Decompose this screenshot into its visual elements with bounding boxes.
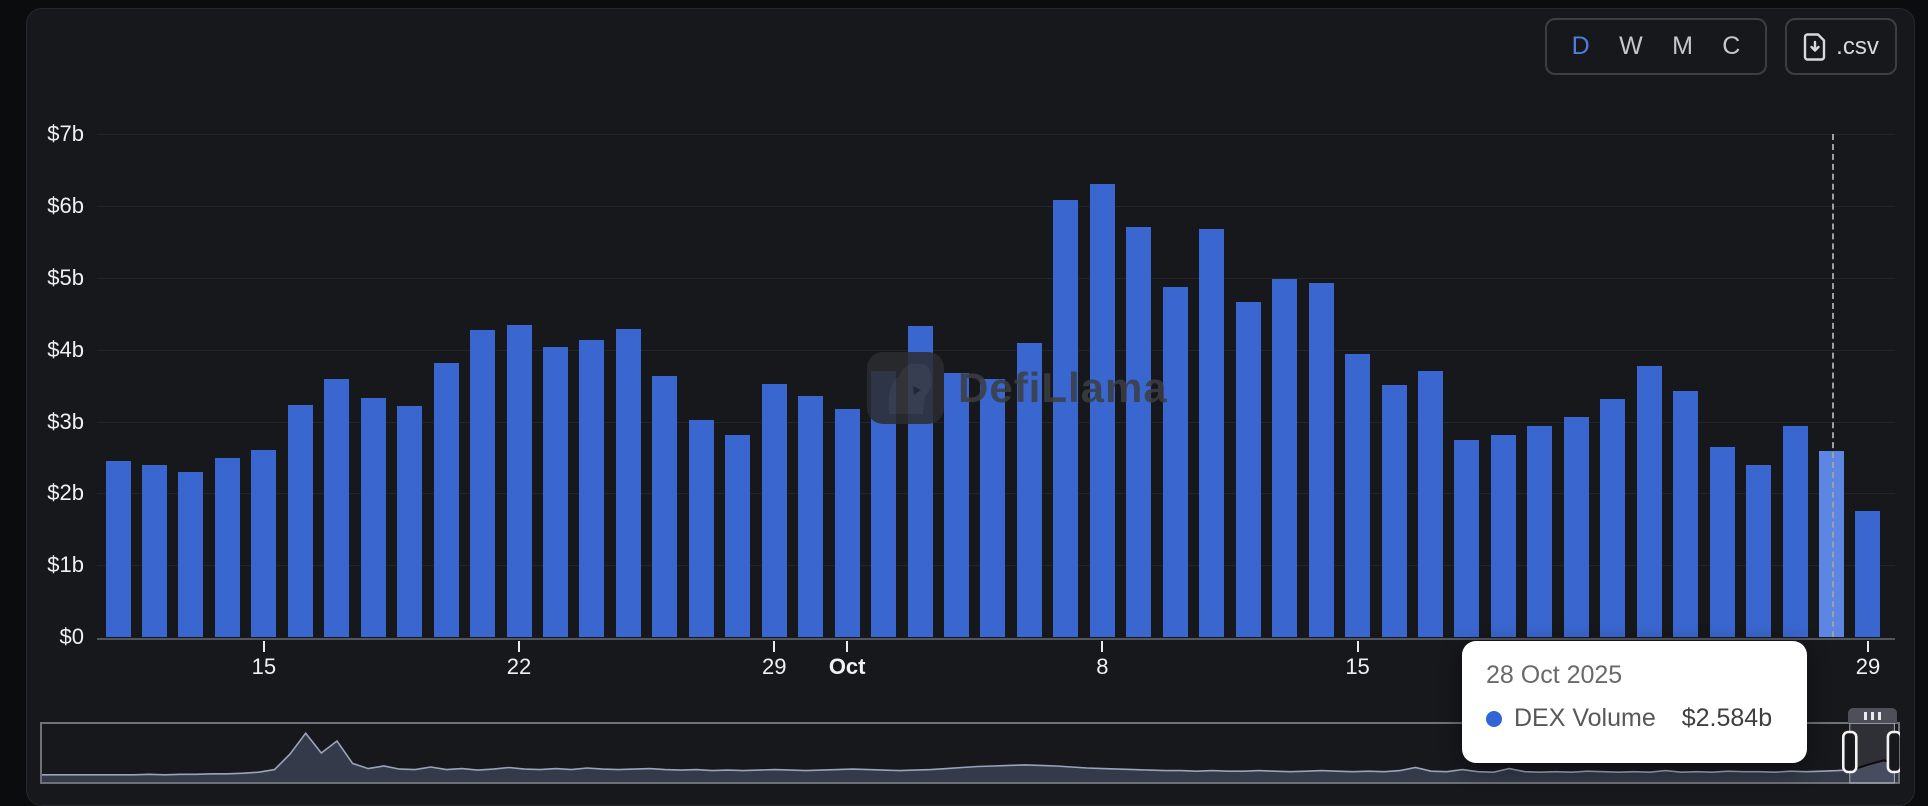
x-axis-label: 15 <box>251 654 277 679</box>
timeframe-button-w[interactable]: W <box>1611 34 1651 59</box>
y-axis-label: $7b <box>47 121 84 147</box>
y-axis-label: $3b <box>47 408 84 434</box>
csv-file-icon <box>1803 32 1827 61</box>
y-axis-label: $2b <box>47 480 84 506</box>
bar-18-oct-2025[interactable] <box>1454 439 1480 637</box>
x-axis-tick <box>1356 641 1359 652</box>
bar-13-sep-2025[interactable] <box>178 471 204 637</box>
chart-tooltip: 28 Oct 2025 DEX Volume $2.584b <box>1462 641 1807 763</box>
bar-11-sep-2025[interactable] <box>105 461 131 637</box>
gridline <box>97 206 1895 208</box>
bar-21-sep-2025[interactable] <box>470 330 496 637</box>
bar-30-sep-2025[interactable] <box>798 395 824 637</box>
x-axis-label: 8 <box>1096 654 1109 679</box>
y-axis-label: $5b <box>47 265 84 290</box>
brush-selection-grip[interactable] <box>1848 708 1897 723</box>
x-axis-label: 15 <box>1345 654 1370 679</box>
x-axis-tick <box>1866 641 1869 652</box>
x-axis-label: 29 <box>1855 654 1881 679</box>
tooltip-series-value: $2.584b <box>1681 704 1773 732</box>
bar-4-oct-2025[interactable] <box>944 372 970 637</box>
bar-12-oct-2025[interactable] <box>1235 302 1261 637</box>
bar-29-sep-2025[interactable] <box>761 384 787 637</box>
bar-24-sep-2025[interactable] <box>579 339 605 637</box>
timeframe-button-c[interactable]: C <box>1714 34 1748 59</box>
bar-16-sep-2025[interactable] <box>287 405 313 637</box>
tooltip-date: 28 Oct 2025 <box>1486 661 1623 689</box>
bar-25-sep-2025[interactable] <box>615 328 641 637</box>
bar-17-oct-2025[interactable] <box>1417 371 1443 637</box>
timeframe-button-m[interactable]: M <box>1664 34 1701 59</box>
csv-download-button[interactable]: .csv <box>1785 18 1897 75</box>
bar-19-sep-2025[interactable] <box>397 405 423 637</box>
csv-button-label: .csv <box>1836 32 1879 60</box>
tooltip-series-label: DEX Volume <box>1514 704 1656 732</box>
bar-14-oct-2025[interactable] <box>1308 283 1334 637</box>
x-axis-label: 29 <box>761 654 787 679</box>
bar-23-sep-2025[interactable] <box>542 346 568 637</box>
bar-20-sep-2025[interactable] <box>433 363 459 637</box>
bar-15-sep-2025[interactable] <box>251 449 277 637</box>
bar-26-sep-2025[interactable] <box>652 375 678 637</box>
bar-22-sep-2025[interactable] <box>506 325 532 637</box>
x-axis-tick <box>1101 641 1104 652</box>
bar-8-oct-2025[interactable] <box>1089 183 1115 637</box>
minimap-brush[interactable] <box>40 722 1900 784</box>
bar-9-oct-2025[interactable] <box>1126 227 1152 637</box>
minimap-line <box>40 731 1900 776</box>
x-axis-label: Oct <box>828 654 866 679</box>
bar-28-sep-2025[interactable] <box>725 435 751 637</box>
bar-25-oct-2025[interactable] <box>1709 447 1735 637</box>
bar-1-oct-2025[interactable] <box>834 409 860 637</box>
bar-20-oct-2025[interactable] <box>1527 425 1553 637</box>
bar-27-oct-2025[interactable] <box>1782 425 1808 637</box>
bar-5-oct-2025[interactable] <box>980 379 1006 637</box>
minimap-area <box>40 733 1900 782</box>
bar-16-oct-2025[interactable] <box>1381 384 1407 637</box>
bar-24-oct-2025[interactable] <box>1673 390 1699 637</box>
brush-handle-left[interactable] <box>1841 730 1858 774</box>
bar-7-oct-2025[interactable] <box>1053 200 1079 637</box>
bar-19-oct-2025[interactable] <box>1490 434 1516 637</box>
bar-21-oct-2025[interactable] <box>1563 417 1589 637</box>
y-axis-label: $4b <box>47 336 84 362</box>
brush-handle-right[interactable] <box>1886 730 1900 774</box>
bar-26-oct-2025[interactable] <box>1746 465 1772 637</box>
bar-29-oct-2025[interactable] <box>1855 511 1881 637</box>
gridline <box>97 278 1895 279</box>
bar-27-sep-2025[interactable] <box>688 420 714 637</box>
bar-13-oct-2025[interactable] <box>1272 278 1298 637</box>
series-dot-icon <box>1486 710 1502 727</box>
x-axis-label: 22 <box>506 654 532 679</box>
bar-18-sep-2025[interactable] <box>360 397 386 637</box>
bar-11-oct-2025[interactable] <box>1199 229 1225 637</box>
hover-crosshair-line <box>1831 134 1834 637</box>
x-axis-tick <box>773 641 776 652</box>
bar-14-sep-2025[interactable] <box>214 458 240 637</box>
y-axis-label: $6b <box>47 193 84 219</box>
bar-12-sep-2025[interactable] <box>141 465 167 637</box>
defillama-logo-icon <box>867 352 944 424</box>
bar-17-sep-2025[interactable] <box>324 378 350 637</box>
watermark: DefiLlama <box>867 352 1168 424</box>
bar-10-oct-2025[interactable] <box>1162 286 1188 637</box>
x-axis-tick <box>262 641 265 652</box>
watermark-text: DefiLlama <box>958 364 1168 411</box>
bar-23-oct-2025[interactable] <box>1636 365 1662 637</box>
bar-15-oct-2025[interactable] <box>1345 354 1371 637</box>
gridline <box>97 349 1895 351</box>
y-axis-label: $0 <box>59 624 84 649</box>
y-axis-label: $1b <box>47 552 84 578</box>
x-axis-line <box>97 638 1895 640</box>
gridline <box>97 134 1895 136</box>
bar-6-oct-2025[interactable] <box>1016 343 1042 637</box>
timeframe-button-d[interactable]: D <box>1564 34 1598 59</box>
x-axis-tick <box>846 641 849 652</box>
bar-22-oct-2025[interactable] <box>1600 399 1626 637</box>
x-axis-tick <box>518 641 521 652</box>
